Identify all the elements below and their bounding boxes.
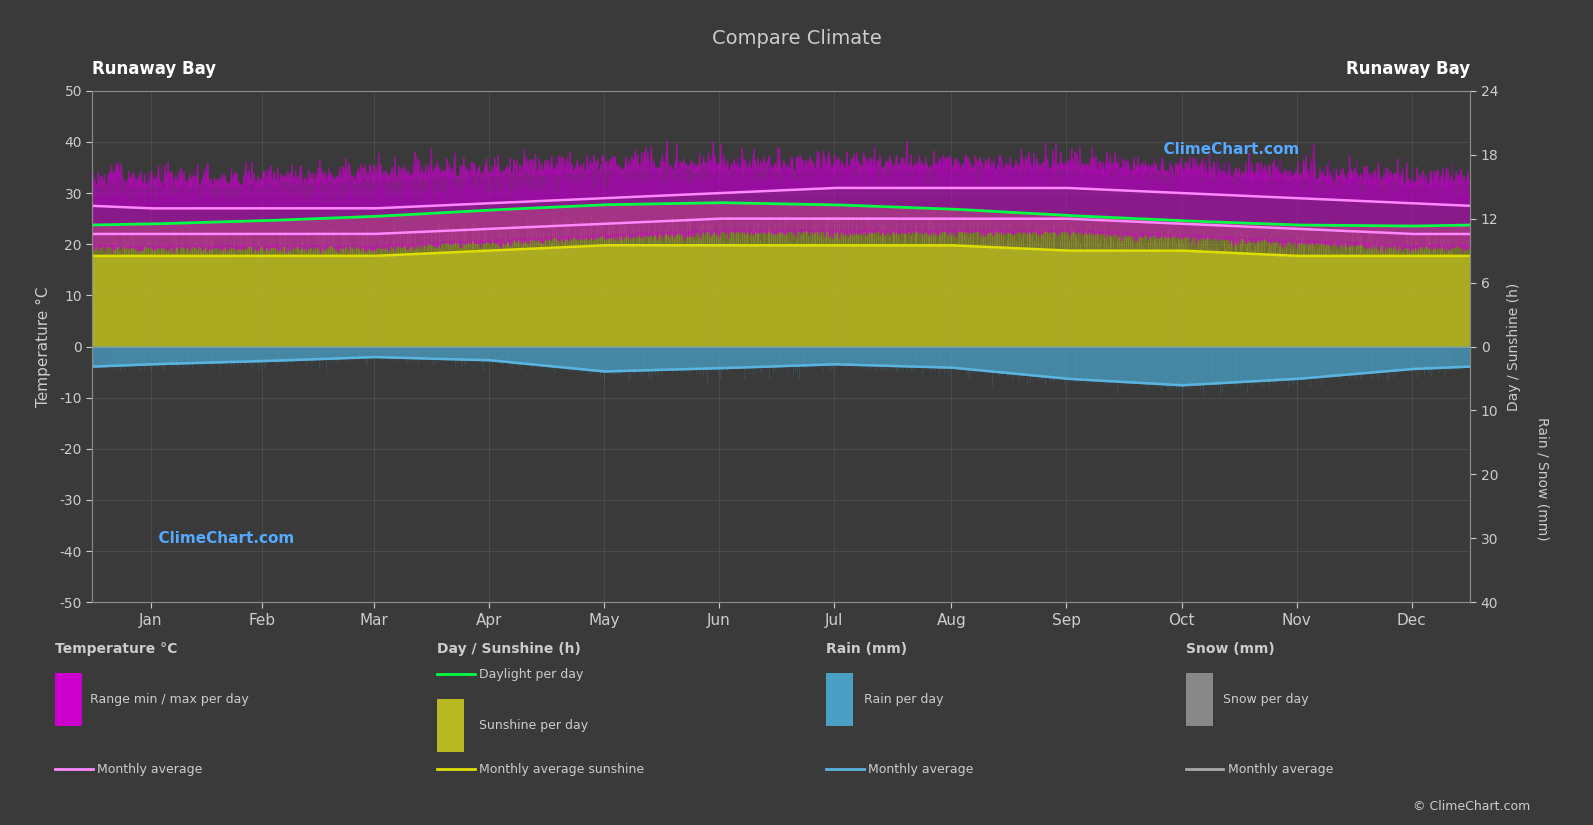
Text: © ClimeChart.com: © ClimeChart.com xyxy=(1413,800,1531,813)
Bar xyxy=(1185,672,1212,726)
Text: Snow per day: Snow per day xyxy=(1223,693,1309,705)
Text: Daylight per day: Daylight per day xyxy=(479,668,583,681)
Text: Day / Sunshine (h): Day / Sunshine (h) xyxy=(436,642,581,656)
Text: Compare Climate: Compare Climate xyxy=(712,29,881,48)
Text: Temperature °C: Temperature °C xyxy=(56,642,178,656)
Text: Rain (mm): Rain (mm) xyxy=(827,642,908,656)
Text: Monthly average sunshine: Monthly average sunshine xyxy=(479,763,644,775)
Text: Runaway Bay: Runaway Bay xyxy=(92,60,217,78)
Bar xyxy=(436,699,464,752)
Text: ClimeChart.com: ClimeChart.com xyxy=(1153,142,1300,157)
Y-axis label: Temperature °C: Temperature °C xyxy=(37,286,51,407)
Text: Snow (mm): Snow (mm) xyxy=(1185,642,1274,656)
Text: Range min / max per day: Range min / max per day xyxy=(89,693,249,705)
Text: Runaway Bay: Runaway Bay xyxy=(1346,60,1470,78)
Text: Monthly average: Monthly average xyxy=(97,763,202,775)
Bar xyxy=(56,672,83,726)
Text: Monthly average: Monthly average xyxy=(1228,763,1333,775)
Y-axis label: Day / Sunshine (h): Day / Sunshine (h) xyxy=(1507,282,1521,411)
Bar xyxy=(827,672,854,726)
Text: Rain per day: Rain per day xyxy=(863,693,943,705)
Text: ClimeChart.com: ClimeChart.com xyxy=(148,530,293,545)
Text: Rain / Snow (mm): Rain / Snow (mm) xyxy=(1536,417,1550,540)
Text: Monthly average: Monthly average xyxy=(868,763,973,775)
Text: Sunshine per day: Sunshine per day xyxy=(479,719,588,732)
